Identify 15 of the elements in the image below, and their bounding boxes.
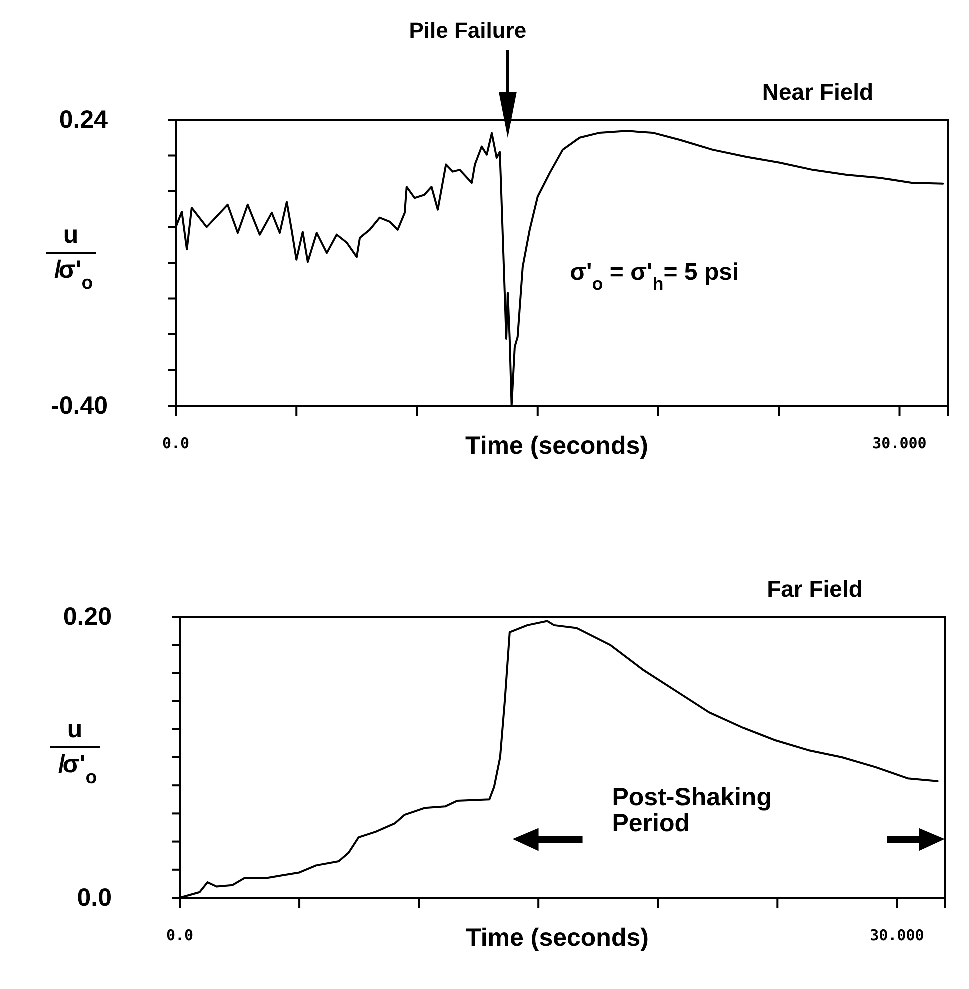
y-tick-label: 0.20 bbox=[63, 603, 112, 631]
x-tick-label: 30.000 bbox=[872, 434, 927, 453]
x-axis-title: Time (seconds) bbox=[466, 432, 648, 460]
text: Pile Failure bbox=[409, 18, 527, 43]
x-axis-title: Time (seconds) bbox=[466, 924, 649, 952]
y-tick-label: 0.0 bbox=[77, 884, 112, 912]
annotation: σ'$_{o}$ = σ'$_{h}$= 5 psi bbox=[570, 259, 740, 294]
x-tick-label: 30.000 bbox=[870, 926, 924, 945]
y-tick-label: 0.24 bbox=[59, 106, 108, 134]
chart-title: Near Field bbox=[762, 79, 874, 105]
y-axis-title: u/σ'$_{o}$ bbox=[58, 716, 98, 787]
annotation: Post-Shaking Period bbox=[612, 783, 772, 838]
y-axis-title: u/σ'$_{o}$ bbox=[54, 221, 94, 292]
chart-title: Far Field bbox=[767, 576, 863, 602]
y-tick-label: -0.40 bbox=[51, 392, 108, 420]
